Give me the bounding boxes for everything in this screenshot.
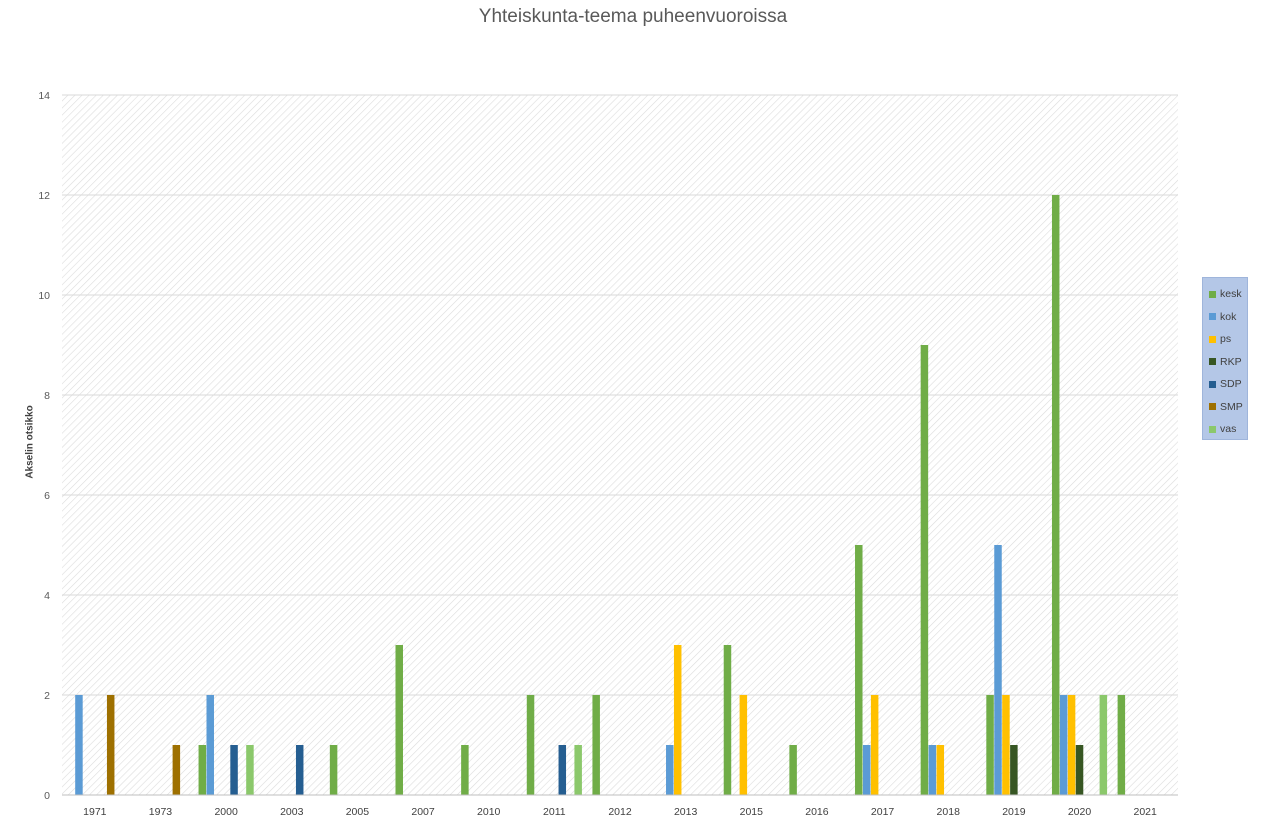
bar-kesk-2015 xyxy=(723,645,732,795)
legend-item-smp: SMP xyxy=(1203,396,1247,419)
bar-ps-2020 xyxy=(1067,695,1076,795)
legend-item-rkp: RKP xyxy=(1203,351,1247,374)
x-tick-label: 2005 xyxy=(346,806,370,818)
bar-smp-1973 xyxy=(172,745,181,795)
legend-item-vas: vas xyxy=(1203,418,1247,441)
bar-smp-1971 xyxy=(106,695,115,795)
y-tick-label: 6 xyxy=(44,490,50,502)
y-tick-label: 0 xyxy=(44,790,50,802)
bar-ps-2017 xyxy=(870,695,879,795)
legend-swatch xyxy=(1209,425,1216,433)
x-tick-label: 2020 xyxy=(1068,806,1092,818)
x-tick-label: 2015 xyxy=(740,806,764,818)
legend-swatch xyxy=(1209,358,1216,366)
bar-sdp-2003 xyxy=(295,745,304,795)
y-tick-label: 14 xyxy=(38,90,50,102)
legend: kesk kok ps RKP SDP SMP vas xyxy=(1202,277,1248,440)
bar-rkp-2019 xyxy=(1010,745,1018,795)
x-tick-label: 1971 xyxy=(83,806,107,818)
plot-background xyxy=(62,95,1178,795)
bar-ps-2015 xyxy=(739,695,748,795)
legend-item-kesk: kesk xyxy=(1203,283,1247,306)
bar-vas-2020 xyxy=(1099,695,1108,795)
bar-ps-2013 xyxy=(673,645,682,795)
legend-item-ps: ps xyxy=(1203,328,1247,351)
bar-kesk-2016 xyxy=(789,745,797,795)
legend-swatch xyxy=(1209,290,1216,298)
bar-kesk-2020 xyxy=(1051,195,1060,795)
bar-kesk-2017 xyxy=(855,545,863,795)
x-tick-label: 2017 xyxy=(871,806,895,818)
x-tick-label: 2021 xyxy=(1133,806,1157,818)
bar-kok-2017 xyxy=(862,745,871,795)
bar-kesk-2007 xyxy=(395,645,403,795)
x-tick-label: 2000 xyxy=(214,806,238,818)
x-tick-label: 2016 xyxy=(805,806,829,818)
bar-ps-2018 xyxy=(936,745,945,795)
legend-item-kok: kok xyxy=(1203,306,1247,329)
x-tick-label: 1973 xyxy=(149,806,173,818)
bar-vas-2000 xyxy=(246,745,254,795)
y-tick-label: 8 xyxy=(44,390,50,402)
bar-vas-2011 xyxy=(574,745,582,795)
bar-kesk-2010 xyxy=(461,745,469,795)
bar-kok-2018 xyxy=(928,745,937,795)
x-tick-label: 2010 xyxy=(477,806,501,818)
x-tick-label: 2012 xyxy=(608,806,632,818)
bar-kok-1971 xyxy=(75,695,83,795)
bar-sdp-2011 xyxy=(558,745,567,795)
chart-title: Yhteiskunta-teema puheenvuoroissa xyxy=(478,6,788,27)
bar-kok-2020 xyxy=(1059,695,1068,795)
x-tick-label: 2018 xyxy=(937,806,961,818)
legend-label: SDP xyxy=(1220,378,1242,391)
bar-kesk-2012 xyxy=(592,695,600,795)
legend-item-sdp: SDP xyxy=(1203,373,1247,396)
legend-swatch xyxy=(1209,403,1216,411)
x-tick-label: 2019 xyxy=(1002,806,1026,818)
bar-sdp-2000 xyxy=(230,745,238,795)
bar-ps-2019 xyxy=(1002,695,1010,795)
bar-kok-2000 xyxy=(206,695,214,795)
bar-kesk-2011 xyxy=(526,695,535,795)
bar-kesk-2019 xyxy=(986,695,994,795)
bar-kesk-2021 xyxy=(1117,695,1126,795)
legend-label: RKP xyxy=(1220,355,1242,368)
legend-swatch xyxy=(1209,335,1216,343)
legend-label: kok xyxy=(1220,310,1237,323)
legend-label: ps xyxy=(1220,333,1232,346)
y-tick-label: 4 xyxy=(44,590,50,602)
x-tick-label: 2011 xyxy=(543,806,566,818)
bar-kesk-2018 xyxy=(920,345,929,795)
legend-swatch xyxy=(1209,313,1216,321)
x-tick-label: 2007 xyxy=(411,806,435,818)
legend-swatch xyxy=(1209,380,1216,388)
legend-label: vas xyxy=(1220,423,1237,436)
bar-kesk-2000 xyxy=(198,745,207,795)
legend-label: kesk xyxy=(1220,288,1242,301)
x-tick-label: 2003 xyxy=(280,806,304,818)
y-tick-label: 10 xyxy=(38,290,50,302)
y-tick-label: 12 xyxy=(38,190,50,202)
legend-label: SMP xyxy=(1220,400,1243,413)
bar-kok-2013 xyxy=(666,745,674,795)
bar-rkp-2020 xyxy=(1075,745,1084,795)
bar-kesk-2005 xyxy=(329,745,338,795)
bar-kok-2019 xyxy=(994,545,1002,795)
x-tick-label: 2013 xyxy=(674,806,698,818)
y-tick-label: 2 xyxy=(44,690,50,702)
